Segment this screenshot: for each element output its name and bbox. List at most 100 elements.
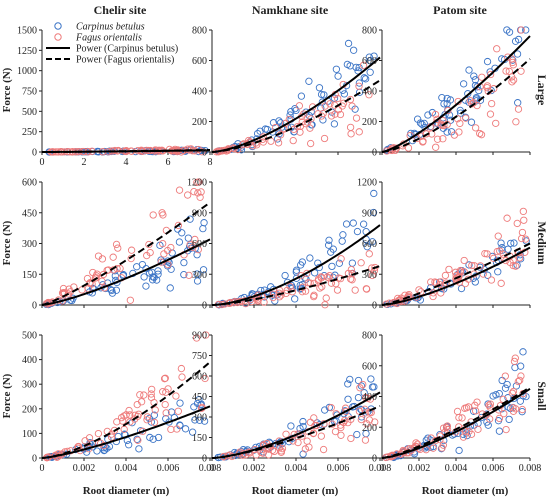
carpinus-point: [457, 284, 466, 293]
fagus-point: [412, 439, 420, 447]
fagus-point: [327, 404, 335, 412]
carpinus-point: [512, 382, 521, 390]
fagus-point: [509, 76, 518, 84]
fagus-point: [429, 292, 437, 301]
x-tick-label: 0.006: [482, 463, 505, 474]
fagus-point: [160, 375, 169, 383]
fagus-point: [517, 67, 525, 75]
chart-panel-r2-c3: 0 300 600 900 1200: [357, 178, 531, 312]
carpinus-point: [275, 117, 283, 125]
carpinus-point: [133, 435, 141, 443]
fagus-point: [178, 373, 186, 381]
fagus-point: [120, 425, 128, 433]
carpinus-point: [330, 94, 339, 102]
row-label-medium: Medium: [535, 221, 549, 264]
fagus-point: [197, 188, 205, 196]
fagus-point: [346, 123, 355, 131]
carpinus-point: [344, 39, 353, 48]
carpinus-point: [471, 76, 480, 84]
fagus-point: [171, 145, 179, 154]
carpinus-point: [319, 116, 327, 124]
x-tick-label: 0.006: [327, 463, 350, 474]
fagus-point: [174, 221, 183, 230]
carpinus-point: [510, 239, 518, 247]
fagus-point: [460, 268, 468, 276]
power-fit-carpinus-line: [211, 391, 381, 459]
fagus-point: [327, 112, 336, 120]
y-tick-label: 600: [362, 239, 377, 250]
carpinus-point: [494, 268, 502, 276]
carpinus-point: [275, 130, 283, 138]
fagus-point: [486, 403, 494, 411]
fagus-point: [274, 139, 283, 147]
fagus-point: [193, 334, 201, 342]
fagus-point: [85, 434, 94, 442]
fagus-point: [518, 228, 527, 237]
fagus-point: [348, 276, 356, 284]
fagus-point: [471, 407, 480, 415]
fagus-point: [359, 380, 367, 389]
y-tick-label: 0: [32, 301, 37, 312]
power-fit-fagus-line: [381, 386, 531, 459]
fagus-point: [140, 391, 148, 399]
y-tick-label: 1500: [17, 26, 37, 37]
carpinus-point: [271, 297, 279, 305]
x-axis-label-col-3: Root diameter (m): [422, 485, 509, 497]
fagus-point: [321, 301, 329, 309]
fagus-point: [337, 431, 345, 439]
fagus-point: [306, 418, 315, 426]
carpinus-point: [355, 79, 364, 87]
fagus-point: [483, 250, 491, 258]
power-fit-fagus-line: [211, 265, 381, 306]
fagus-point: [508, 389, 517, 397]
y-tick-label: 0: [372, 301, 377, 312]
fagus-point: [450, 131, 459, 139]
fagus-point: [109, 253, 117, 261]
fagus-point: [429, 444, 437, 452]
carpinus-point: [504, 245, 512, 253]
column-title-namkhane: Namkhane site: [252, 3, 329, 17]
carpinus-point: [475, 86, 483, 95]
fagus-point: [107, 433, 116, 441]
fagus-point: [443, 422, 452, 430]
fagus-point: [427, 278, 435, 286]
fagus-point: [365, 250, 373, 258]
carpinus-point: [366, 57, 374, 65]
fagus-point: [357, 415, 365, 424]
fagus-point: [504, 53, 512, 61]
fagus-point: [191, 235, 199, 244]
chart-panel-r3-c3: 0 200 400 600 800 0 0.002 0.004 0.006 0.008: [362, 331, 541, 475]
fagus-point: [516, 376, 524, 384]
fagus-point: [511, 405, 520, 413]
fagus-point: [114, 244, 122, 252]
power-fit-fagus-line: [211, 79, 381, 153]
carpinus-point: [328, 262, 336, 271]
carpinus-point: [360, 74, 368, 82]
fagus-point: [489, 254, 498, 262]
fagus-point: [159, 239, 167, 248]
carpinus-point: [297, 261, 305, 269]
y-tick-label: 600: [362, 361, 377, 372]
fagus-point: [510, 357, 519, 366]
carpinus-point: [459, 80, 468, 88]
carpinus-point: [261, 125, 270, 133]
carpinus-point: [148, 276, 157, 284]
carpinus-point: [497, 239, 505, 247]
power-fit-fagus-line: [41, 148, 211, 153]
fagus-point: [193, 178, 201, 187]
carpinus-point: [443, 128, 451, 136]
carpinus-point: [188, 428, 197, 436]
carpinus-point: [108, 289, 117, 297]
y-tick-label: 0: [372, 454, 377, 465]
carpinus-point: [305, 77, 313, 85]
fagus-point: [415, 286, 423, 294]
carpinus-point: [344, 395, 352, 403]
carpinus-point: [269, 119, 278, 127]
fagus-point: [522, 235, 530, 243]
carpinus-point: [324, 241, 333, 249]
fagus-point: [456, 268, 464, 276]
carpinus-point: [338, 237, 346, 245]
carpinus-point: [346, 375, 354, 384]
fagus-point: [113, 418, 121, 426]
carpinus-point: [193, 251, 201, 259]
